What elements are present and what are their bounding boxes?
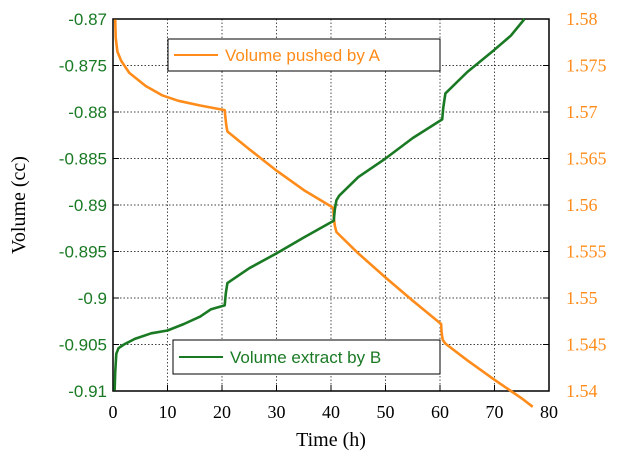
x-tick-label: 60 bbox=[431, 402, 449, 422]
series-line-volume-pushed-a bbox=[113, 18, 534, 408]
series-line-volume-extract-b bbox=[113, 18, 526, 392]
y-left-tick-label: -0.87 bbox=[68, 10, 107, 29]
right-axis-ticks: 1.58 1.575 1.57 1.565 1.56 1.555 1.55 1.545 1.54 bbox=[543, 9, 607, 401]
x-tick-label: 70 bbox=[486, 402, 504, 422]
legend-series-b: Volume extract by B bbox=[172, 339, 441, 375]
legend-label-a: Volume pushed by A bbox=[225, 46, 381, 65]
y-left-tick-label: -0.9 bbox=[78, 289, 107, 308]
x-tick-label: 30 bbox=[268, 402, 286, 422]
y-right-tick-label: 1.545 bbox=[566, 335, 607, 355]
y-right-tick-label: 1.55 bbox=[566, 288, 598, 308]
y-right-tick-label: 1.54 bbox=[566, 381, 598, 401]
y-left-tick-label: -0.91 bbox=[68, 382, 107, 401]
legend-label-b: Volume extract by B bbox=[230, 348, 381, 367]
y-right-tick-label: 1.58 bbox=[566, 9, 598, 29]
y-left-tick-label: -0.89 bbox=[68, 196, 107, 215]
y-left-tick-label: -0.895 bbox=[59, 243, 107, 262]
series-layer bbox=[113, 18, 534, 408]
legend-series-a: Volume pushed by A bbox=[167, 38, 441, 72]
y-right-tick-label: 1.56 bbox=[566, 195, 598, 215]
y-left-tick-label: -0.875 bbox=[59, 57, 107, 76]
x-tick-label: 50 bbox=[377, 402, 395, 422]
y-left-tick-label: -0.88 bbox=[68, 103, 107, 122]
left-axis-ticks: -0.87 -0.875 -0.88 -0.885 -0.89 -0.895 -0.9 -0.… bbox=[59, 10, 119, 401]
y-axis-label-left: Volume (cc) bbox=[8, 156, 30, 254]
x-tick-label: 20 bbox=[213, 402, 231, 422]
x-tick-label: 40 bbox=[322, 402, 340, 422]
y-right-tick-label: 1.555 bbox=[566, 242, 607, 262]
x-tick-label: 80 bbox=[540, 402, 558, 422]
x-axis-label: Time (h) bbox=[296, 429, 366, 451]
y-left-tick-label: -0.905 bbox=[59, 336, 107, 355]
y-right-tick-label: 1.57 bbox=[566, 102, 598, 122]
y-left-tick-label: -0.885 bbox=[59, 150, 107, 169]
y-right-tick-label: 1.575 bbox=[566, 56, 607, 76]
x-tick-label: 10 bbox=[159, 402, 177, 422]
y-right-tick-label: 1.565 bbox=[566, 149, 607, 169]
x-axis-ticks: 0 10 20 30 40 50 60 70 80 bbox=[109, 385, 558, 422]
x-tick-label: 0 bbox=[109, 402, 118, 422]
